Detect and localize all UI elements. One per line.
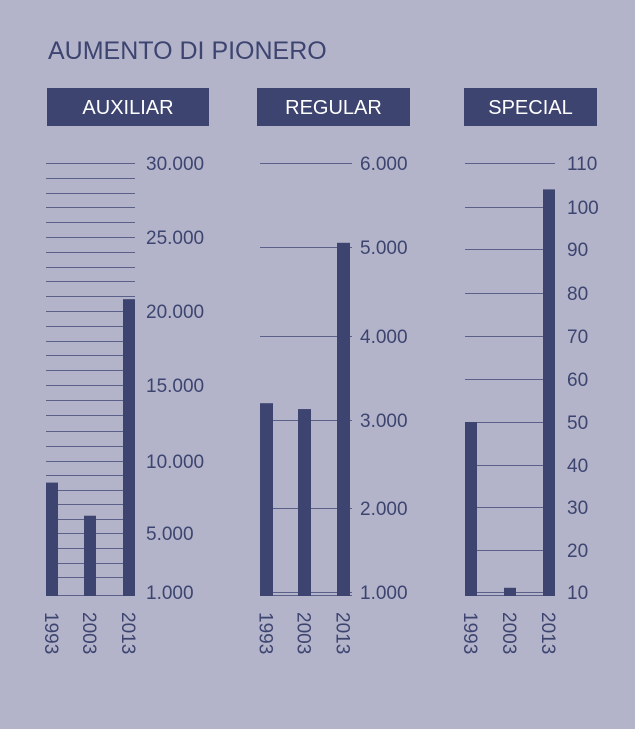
bar-2013 [123, 299, 135, 596]
tick-label: 25.000 [146, 228, 204, 249]
tick-label: 5.000 [360, 238, 408, 259]
tick-label: 10.000 [146, 452, 204, 473]
panel-special: SPECIAL 10 20 30 40 50 60 70 80 90 100 110 1993 2003 2… [459, 88, 599, 654]
panel-title: SPECIAL [488, 97, 572, 119]
chart-panels: AUXILIAR 1.000 5.000 10.000 15.000 20.000 25.0… [40, 88, 599, 654]
tick-label: 15.000 [146, 376, 204, 397]
bar-2013 [543, 189, 555, 596]
panel-header [257, 88, 410, 126]
tick-label: 1.000 [360, 583, 408, 604]
tick-label: 90 [567, 240, 588, 261]
category-label: 1993 [255, 612, 276, 654]
tick-label: 50 [567, 413, 588, 434]
tick-label: 10 [567, 583, 588, 604]
bar-2013 [337, 242, 350, 597]
category-label: 2003 [293, 612, 314, 654]
tick-label: 100 [567, 198, 599, 219]
panel-header [47, 88, 209, 126]
panel-title: AUXILIAR [82, 97, 173, 119]
tick-label: 4.000 [360, 327, 408, 348]
tick-label: 1.000 [146, 583, 194, 604]
tick-label: 20 [567, 541, 588, 562]
category-label: 1993 [459, 612, 480, 654]
category-label: 2003 [78, 612, 99, 654]
category-label: 2013 [117, 612, 138, 654]
category-label: 2003 [498, 612, 519, 654]
tick-label: 60 [567, 370, 588, 391]
panel-regular: REGULAR 1.000 2.000 3.000 4.000 5.000 6.000 199… [255, 88, 410, 654]
category-label: 1993 [40, 612, 61, 654]
bar-1993 [260, 403, 273, 596]
bar-2003 [298, 409, 311, 596]
tick-label: 5.000 [146, 524, 194, 545]
panel-header [464, 88, 597, 126]
bar-2003 [84, 515, 96, 596]
category-label: 2013 [332, 612, 353, 654]
tick-label: 110 [567, 154, 597, 175]
tick-label: 20.000 [146, 302, 204, 323]
bar-1993 [46, 482, 58, 596]
bar-1993 [465, 422, 477, 596]
panel-auxiliar: AUXILIAR 1.000 5.000 10.000 15.000 20.000 25.0… [40, 88, 209, 654]
tick-label: 30.000 [146, 154, 204, 175]
tick-label: 80 [567, 284, 588, 305]
category-label: 2013 [537, 612, 558, 654]
tick-label: 6.000 [360, 154, 408, 175]
bar-2003 [504, 587, 516, 596]
tick-label: 2.000 [360, 499, 408, 520]
tick-label: 3.000 [360, 411, 408, 432]
tick-label: 30 [567, 498, 588, 519]
chart-title: AUMENTO DI PIONERO [48, 37, 327, 65]
tick-label: 70 [567, 327, 588, 348]
tick-label: 40 [567, 456, 588, 477]
panel-title: REGULAR [285, 97, 382, 119]
